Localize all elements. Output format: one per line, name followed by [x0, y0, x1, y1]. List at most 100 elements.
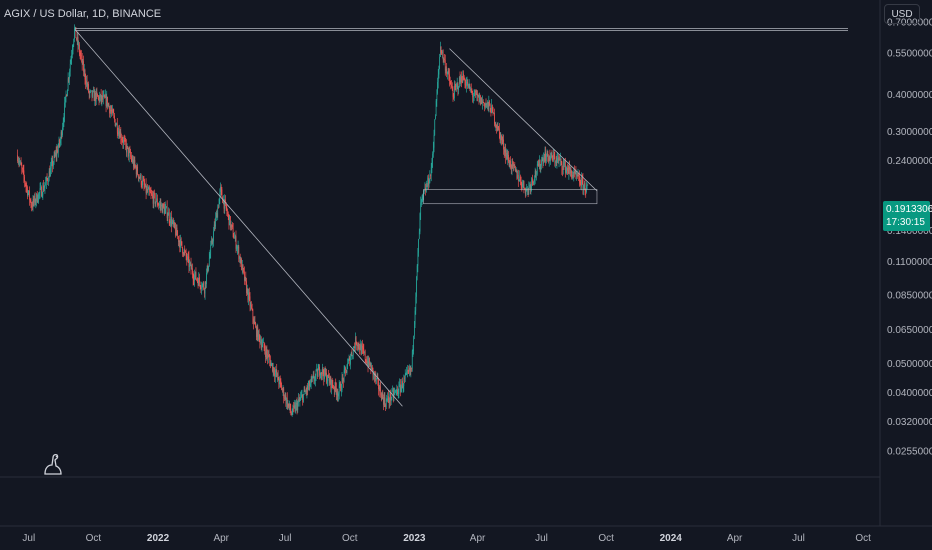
candle-body — [413, 335, 415, 349]
candle-body — [284, 395, 286, 399]
candle-body — [452, 90, 454, 97]
candle-body — [581, 177, 583, 180]
currency-button[interactable]: USD — [884, 4, 920, 24]
candle-body — [431, 162, 433, 168]
candle-body — [266, 349, 268, 354]
candle-body — [572, 175, 574, 176]
candle-body — [263, 342, 264, 343]
candle-body — [284, 398, 285, 399]
candle-body — [228, 214, 230, 226]
candle-body — [560, 158, 561, 160]
candle-body — [118, 131, 120, 134]
candle-body — [343, 370, 345, 382]
candle-body — [126, 144, 127, 153]
candle-body — [534, 171, 536, 179]
candle-body — [377, 377, 379, 380]
candle-body — [45, 182, 47, 186]
candle-body — [98, 96, 100, 102]
candle-body — [524, 188, 525, 190]
candle-body — [482, 100, 483, 104]
candle-body — [166, 206, 168, 218]
candle-body — [328, 374, 330, 378]
price-range-box[interactable] — [423, 189, 598, 205]
candle-body — [508, 161, 510, 166]
candle-body — [430, 167, 432, 177]
candle-body — [305, 391, 306, 392]
candle-body — [270, 363, 272, 367]
candle-body — [529, 185, 531, 190]
candle-body — [206, 265, 208, 273]
candle-body — [91, 90, 93, 97]
candle-body — [127, 146, 129, 148]
candle-body — [63, 117, 65, 122]
candle-body — [357, 343, 359, 347]
candle-body — [367, 361, 369, 367]
candle-body — [469, 83, 471, 90]
candle-body — [398, 384, 400, 394]
candle-body — [108, 103, 110, 107]
candle-body — [449, 74, 450, 81]
candle-body — [194, 275, 195, 281]
candle-body — [218, 207, 219, 209]
symbol-title[interactable]: AGIX / US Dollar, 1D, BINANCE — [4, 8, 162, 20]
candle-body — [46, 177, 47, 183]
candle-body — [515, 169, 517, 172]
candle-body — [167, 215, 169, 218]
candle-body — [555, 161, 556, 163]
candle-body — [439, 57, 440, 66]
candle-body — [76, 37, 77, 40]
tradingview-logo-icon[interactable] — [42, 452, 64, 476]
candle-body — [312, 375, 314, 377]
candle-body — [111, 111, 113, 112]
candle-body — [40, 186, 42, 189]
candle-body — [384, 397, 386, 405]
candle-body — [283, 388, 285, 399]
candle-body — [255, 327, 257, 337]
candle-body — [281, 384, 282, 391]
candle-body — [497, 126, 499, 131]
candle-body — [78, 44, 80, 46]
candle-body — [572, 175, 573, 179]
candle-body — [186, 256, 188, 260]
candle-body — [350, 358, 351, 365]
candle-body — [57, 146, 59, 153]
trend-line-drawing[interactable] — [449, 48, 598, 192]
candle-body — [70, 58, 72, 64]
candle-body — [525, 189, 527, 195]
time-axis: Jul Oct 2022 Apr Jul Oct 2023 Apr Jul Oct 2024 Apr J… — [22, 533, 871, 544]
candle-body — [517, 175, 519, 181]
candle-body — [430, 174, 431, 177]
candle-body — [519, 176, 521, 181]
candle-body — [242, 264, 244, 269]
candle-body — [385, 404, 386, 407]
candle-body — [530, 185, 532, 190]
candle-body — [360, 344, 362, 354]
candle-body — [425, 187, 426, 192]
candle-body — [107, 103, 109, 107]
candle-body — [543, 157, 545, 161]
candle-body — [272, 363, 273, 372]
candle-body — [46, 177, 48, 180]
candle-body — [208, 258, 210, 266]
candle-body — [248, 292, 249, 300]
candle-body — [378, 389, 380, 391]
candle-body — [383, 397, 384, 405]
candle-body — [364, 351, 365, 353]
candle-body — [359, 347, 360, 351]
candle-body — [265, 349, 267, 358]
candle-body — [420, 202, 422, 214]
candle-body — [249, 296, 251, 307]
candle-body — [404, 377, 405, 379]
candle-body — [332, 384, 334, 388]
candle-body — [197, 279, 198, 281]
candle-body — [27, 187, 28, 196]
trend-line-drawing[interactable] — [74, 29, 403, 407]
candle-body — [133, 159, 134, 167]
candle-body — [308, 381, 310, 386]
candle-body — [479, 95, 481, 102]
candle-body — [141, 184, 143, 186]
candle-body — [546, 150, 548, 157]
